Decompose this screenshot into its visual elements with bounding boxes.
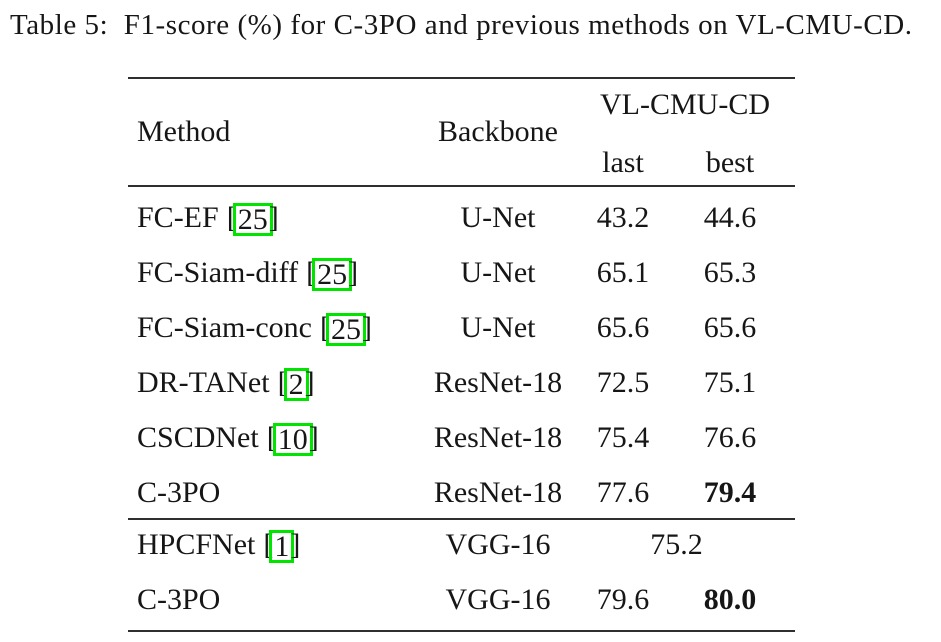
citation: [25] [306,256,359,291]
citation-link[interactable]: 25 [312,258,353,291]
citation-link[interactable]: 1 [269,530,295,563]
top-rule [128,77,795,79]
best-score-cell: 44.6 [703,201,757,234]
section-rule [128,518,795,520]
citation: [1] [263,528,301,563]
method-cell: FC-Siam-diff [25] [137,256,359,291]
last-score-cell: 77.6 [596,476,650,509]
cite-bracket-open: [ [263,528,274,561]
method-name: CSCDNet [137,421,259,454]
method-cell: DR-TANet [2] [137,366,315,401]
backbone-cell: VGG-16 [445,583,551,616]
method-name: FC-EF [137,201,219,234]
method-cell: FC-EF [25] [137,201,279,236]
header-backbone: Backbone [438,115,558,148]
method-name: DR-TANet [137,366,270,399]
citation-link[interactable]: 2 [283,368,309,401]
method-name: HPCFNet [137,528,256,561]
best-score-cell: 76.6 [703,421,757,454]
backbone-cell: U-Net [460,311,536,344]
backbone-cell: U-Net [460,201,536,234]
citation: [25] [319,311,372,346]
method-cell: CSCDNet [10] [137,421,319,456]
merged-score-cell: 75.2 [650,528,703,561]
cite-bracket-open: [ [277,366,288,399]
backbone-cell: ResNet-18 [433,476,563,509]
citation: [2] [277,366,315,401]
header-dataset-group: VL-CMU-CD [600,88,770,121]
last-score-cell: 79.6 [596,583,650,616]
last-score-cell: 43.2 [596,201,650,234]
last-score-cell: 65.1 [596,256,650,289]
method-cell: C-3PO [137,583,221,616]
citation-link[interactable]: 10 [272,423,313,456]
best-score-cell: 75.1 [703,366,757,399]
header-method: Method [137,115,231,148]
method-name: FC-Siam-diff [137,256,299,289]
cite-bracket-open: [ [319,311,330,344]
header-best: best [705,146,755,179]
backbone-cell: ResNet-18 [433,421,563,454]
citation: [25] [226,201,279,236]
citation-link[interactable]: 25 [232,203,273,236]
cite-bracket-open: [ [226,201,237,234]
backbone-cell: VGG-16 [445,528,551,561]
last-score-cell: 75.4 [596,421,650,454]
cite-bracket-close: ] [348,256,359,289]
cite-bracket-close: ] [290,528,301,561]
best-score-cell: 79.4 [703,476,757,509]
method-cell: C-3PO [137,476,221,509]
cite-bracket-close: ] [308,421,319,454]
best-score-cell: 65.3 [703,256,757,289]
last-score-cell: 65.6 [596,311,650,344]
cite-bracket-close: ] [304,366,315,399]
header-last: last [602,146,644,179]
backbone-cell: U-Net [460,256,536,289]
cite-bracket-close: ] [361,311,372,344]
table-caption: Table 5: F1-score (%) for C-3PO and prev… [10,9,913,41]
cite-bracket-open: [ [306,256,317,289]
citation: [10] [266,421,319,456]
method-name: FC-Siam-conc [137,311,312,344]
header-rule [128,185,795,187]
backbone-cell: ResNet-18 [433,366,563,399]
best-score-cell: 80.0 [703,583,757,616]
cite-bracket-close: ] [268,201,279,234]
bottom-rule [128,630,795,632]
last-score-cell: 72.5 [596,366,650,399]
cite-bracket-open: [ [266,421,277,454]
best-score-cell: 65.6 [703,311,757,344]
results-table: Method Backbone VL-CMU-CD last best FC-E… [128,77,795,633]
method-cell: FC-Siam-conc [25] [137,311,372,346]
citation-link[interactable]: 25 [325,313,366,346]
method-cell: HPCFNet [1] [137,528,301,563]
